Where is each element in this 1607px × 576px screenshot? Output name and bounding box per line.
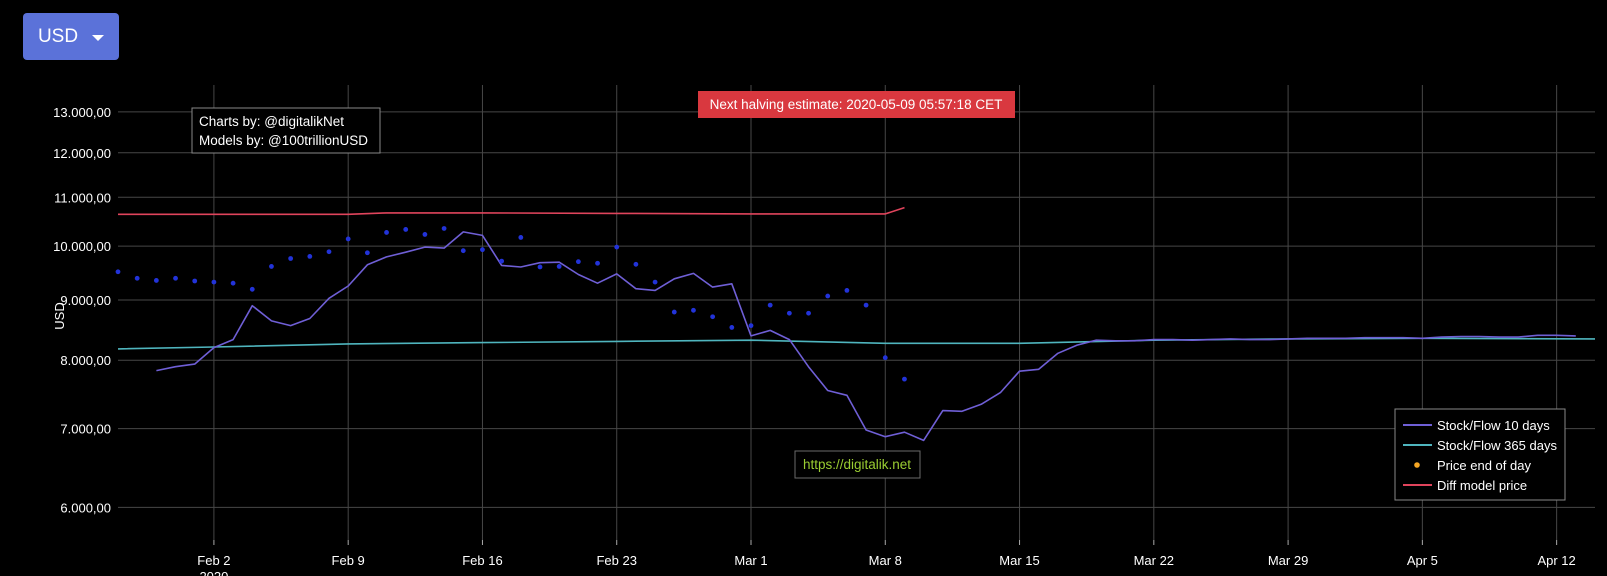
price-end-of-day-point	[710, 314, 716, 320]
y-axis: 6.000,00 7.000,00 8.000,00 9.000,00 10.000,0…	[53, 105, 111, 516]
x-tick-label: Mar 1	[734, 553, 767, 568]
price-end-of-day-point	[633, 261, 639, 267]
price-end-of-day-point	[307, 254, 313, 259]
price-end-of-day-point	[326, 249, 332, 255]
price-end-of-day-point	[192, 278, 198, 284]
price-end-of-day-point	[403, 227, 409, 232]
currency-dropdown-button[interactable]: USD	[23, 13, 119, 60]
legend-label-stock-flow-10-days: Stock/Flow 10 days	[1437, 418, 1550, 433]
x-tick-label: Feb 9	[332, 553, 365, 568]
y-tick-label: 13.000,00	[53, 105, 111, 120]
price-end-of-day-point	[806, 310, 811, 316]
price-end-of-day-point	[134, 275, 140, 281]
legend-label-stock-flow-365-days: Stock/Flow 365 days	[1437, 438, 1557, 453]
price-end-of-day-point	[748, 323, 754, 329]
y-axis-title: USD	[52, 302, 67, 329]
y-tick-label: 11.000,00	[54, 190, 111, 205]
price-end-of-day-point	[441, 226, 447, 231]
price-end-of-day-point	[230, 280, 236, 286]
x-tick-label: Feb 23	[596, 553, 636, 568]
price-end-of-day-point	[153, 278, 159, 283]
halving-estimate-text: Next halving estimate: 2020-05-09 05:57:…	[710, 97, 1003, 112]
price-end-of-day-point	[345, 236, 351, 242]
x-year-label: 2020	[199, 569, 228, 576]
price-end-of-day-point	[422, 232, 428, 237]
legend: Stock/Flow 10 days Stock/Flow 365 days Pri…	[1394, 408, 1566, 501]
price-end-of-day-point	[518, 235, 524, 240]
price-end-of-day-point	[863, 302, 869, 308]
credit-models: Models by: @100trillionUSD	[199, 133, 368, 148]
price-end-of-day-point	[537, 264, 543, 270]
y-tick-label: 10.000,00	[53, 239, 111, 254]
y-tick-label: 6.000,00	[60, 500, 111, 515]
legend-label-diff-model-price: Diff model price	[1437, 478, 1527, 493]
price-end-of-day-point	[269, 264, 274, 269]
price-end-of-day-point	[614, 244, 620, 250]
plot-area	[115, 206, 1596, 442]
credit-charts: Charts by: @digitalikNet	[199, 114, 344, 129]
price-end-of-day-point	[211, 279, 217, 285]
stock-flow-365-days-line	[117, 337, 1596, 350]
x-tick-label: Apr 5	[1407, 553, 1438, 568]
website-link[interactable]: https://digitalik.net	[803, 457, 911, 472]
price-end-of-day-point	[460, 248, 466, 254]
price-end-of-day-point	[652, 279, 658, 285]
credits-box: Charts by: @digitalikNet Models by: @100…	[191, 107, 381, 154]
legend-label-price-end-of-day: Price end of day	[1437, 458, 1531, 473]
x-tick-label: Feb 16	[462, 553, 502, 568]
price-end-of-day-point	[882, 355, 888, 361]
price-end-of-day-point	[691, 307, 696, 313]
currency-label: USD	[37, 25, 79, 47]
price-end-of-day-point	[825, 293, 831, 299]
price-end-of-day-point	[173, 275, 178, 281]
x-tick-label: Mar 29	[1268, 553, 1308, 568]
stock-flow-10-days-line	[156, 231, 1576, 442]
y-tick-label: 7.000,00	[60, 422, 111, 437]
price-end-of-day-point	[786, 310, 792, 316]
legend-swatch-price-end-of-day	[1414, 462, 1420, 468]
x-tick-label: Mar 22	[1134, 553, 1174, 568]
x-tick-label: Mar 15	[999, 553, 1039, 568]
y-tick-label: 9.000,00	[60, 293, 111, 308]
price-end-of-day-point	[671, 309, 677, 315]
halving-banner: Next halving estimate: 2020-05-09 05:57:…	[698, 91, 1015, 118]
y-tick-label: 8.000,00	[60, 353, 111, 368]
x-tick-label: Mar 8	[869, 553, 902, 568]
price-end-of-day-point	[249, 286, 255, 292]
price-end-of-day-point	[902, 376, 907, 382]
price-end-of-day-point	[115, 269, 121, 275]
price-end-of-day-point	[767, 302, 773, 308]
y-tick-label: 12.000,00	[53, 146, 111, 161]
price-end-of-day-point	[288, 256, 294, 261]
price-end-of-day-point	[595, 260, 600, 266]
price-end-of-day-point	[364, 250, 370, 256]
caret-down-icon	[92, 34, 105, 41]
x-tick-label: Apr 12	[1537, 553, 1575, 568]
price-end-of-day-point	[729, 325, 735, 330]
price-end-of-day-point	[844, 288, 850, 293]
x-axis: Feb 2 Feb 9 Feb 16 Feb 23 Mar 1 Mar 8 Mar 15 Ma…	[197, 540, 1576, 576]
price-end-of-day-point	[384, 230, 389, 235]
x-tick-label: Feb 2	[197, 553, 230, 568]
price-end-of-day-point	[556, 264, 562, 269]
price-end-of-day-point	[480, 247, 485, 253]
diff-model-price-line	[118, 206, 905, 216]
website-link-box[interactable]: https://digitalik.net	[794, 450, 921, 479]
price-end-of-day-point	[499, 258, 505, 264]
price-end-of-day-point	[575, 259, 581, 265]
